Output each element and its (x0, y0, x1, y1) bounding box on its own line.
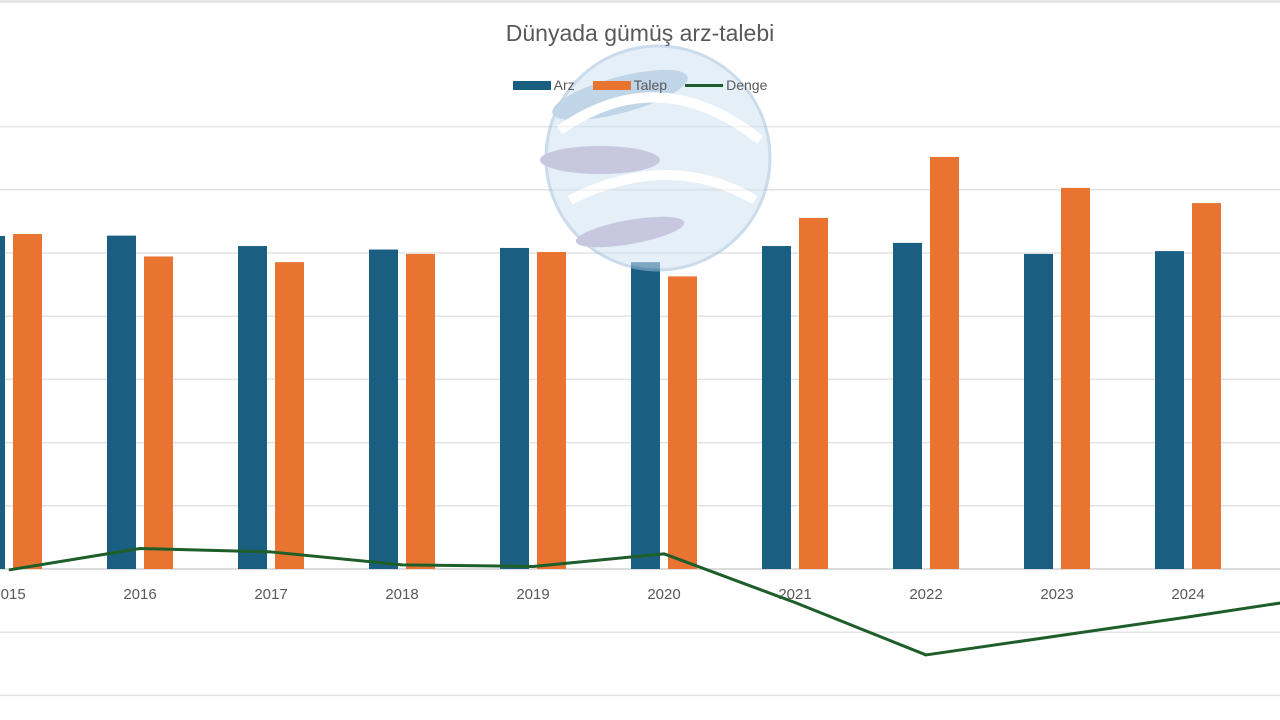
bar-arz-2015 (0, 235, 5, 569)
bar-arz-2024 (1155, 251, 1184, 569)
bar-talep-2016 (144, 256, 173, 569)
globe-watermark-icon (540, 44, 772, 272)
point-denge-2021 (794, 601, 796, 603)
legend-swatch-arz (512, 80, 551, 90)
legend-swatch-talep (592, 80, 631, 90)
bar-talep-2015 (13, 234, 42, 570)
bar-arz-2018 (369, 249, 398, 570)
legend-item-arz: Arz (512, 77, 575, 93)
point-denge-2017 (270, 551, 272, 553)
point-denge-2018 (401, 564, 403, 566)
x-tick-label: 2024 (1171, 586, 1204, 603)
bar-arz-2021 (762, 246, 791, 569)
legend-item-denge: Denge (685, 77, 767, 93)
x-tick-label: 2021 (778, 586, 811, 603)
point-denge-2020 (663, 553, 665, 555)
legend-label-arz: Arz (553, 77, 575, 93)
point-denge-2019 (532, 565, 534, 567)
x-tick-label: 2022 (909, 586, 942, 603)
point-denge-2015 (8, 569, 10, 571)
x-tick-label: 2020 (647, 586, 680, 603)
bar-arz-2019 (500, 247, 529, 569)
bar-arz-2020 (631, 262, 660, 569)
legend-label-talep: Talep (633, 77, 668, 93)
legend-item-talep: Talep (592, 77, 668, 93)
bar-talep-2021 (799, 217, 828, 569)
x-tick-label: 2018 (385, 586, 418, 603)
x-tick-label: 2016 (123, 586, 156, 603)
x-tick-label: 2015 (0, 586, 26, 603)
bar-arz-2017 (238, 246, 267, 569)
legend: Arz Talep Denge (0, 77, 1280, 93)
legend-label-denge: Denge (726, 77, 768, 93)
bar-arz-2022 (893, 242, 922, 569)
bar-talep-2022 (930, 156, 959, 569)
top-border (0, 0, 1280, 3)
point-denge-2022 (925, 654, 927, 656)
bar-talep-2024 (1192, 203, 1221, 569)
bar-arz-2023 (1024, 253, 1053, 569)
x-tick-label: 2019 (516, 586, 549, 603)
bar-talep-2019 (537, 252, 566, 569)
point-denge-2024 (1187, 616, 1189, 618)
legend-swatch-denge (685, 83, 724, 87)
bar-talep-2023 (1061, 187, 1090, 570)
bar-talep-2017 (275, 262, 304, 569)
point-denge-2023 (1056, 635, 1058, 637)
bar-talep-2018 (406, 253, 435, 569)
x-tick-label: 2023 (1040, 586, 1073, 603)
point-denge-2016 (139, 547, 141, 549)
chart-title: Dünyada gümüş arz-talebi (505, 20, 775, 46)
bar-talep-2020 (668, 276, 697, 569)
bar-arz-2016 (107, 235, 136, 569)
x-tick-label: 2017 (254, 586, 287, 603)
